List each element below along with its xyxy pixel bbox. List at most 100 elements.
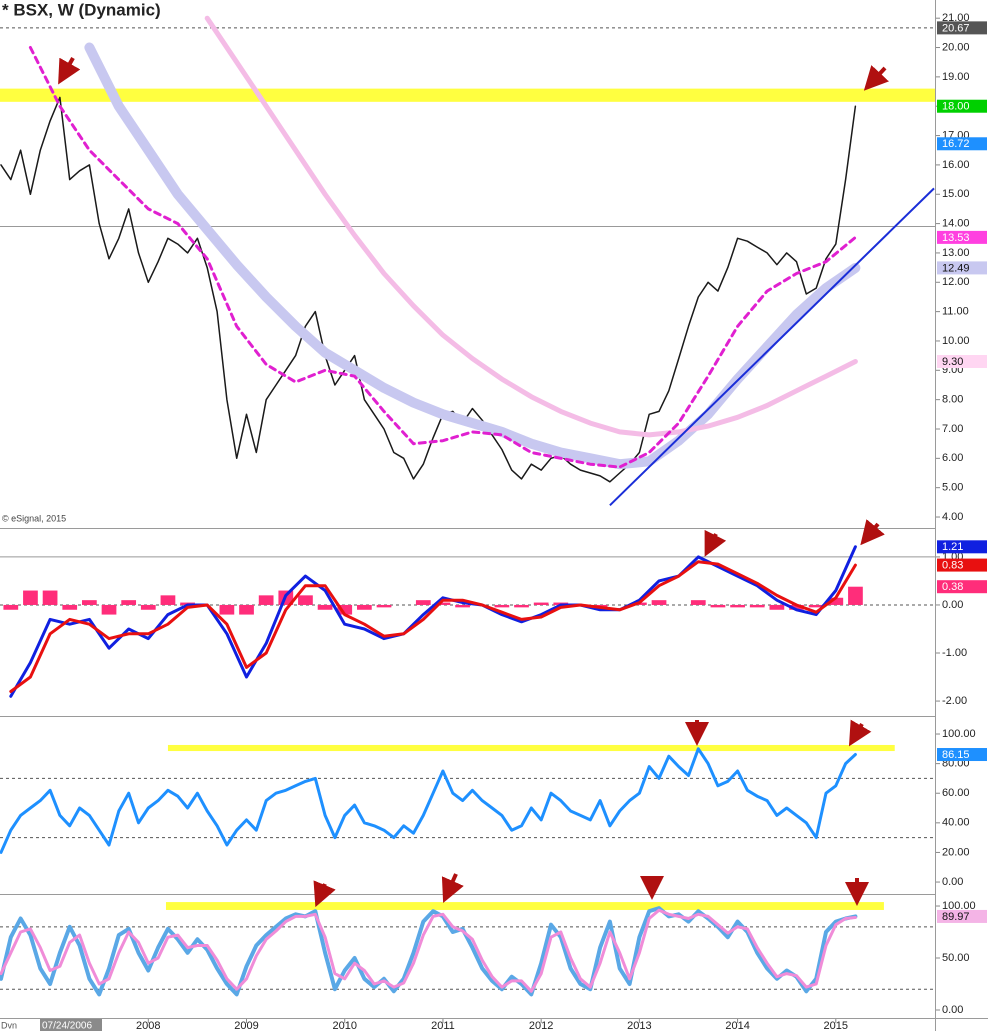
histogram-bar <box>298 595 313 605</box>
histogram-bar <box>160 595 176 605</box>
panel <box>0 545 935 698</box>
histogram-bar <box>435 602 451 605</box>
arrow <box>863 65 889 91</box>
corner-label: Dvn <box>1 1020 17 1030</box>
arrow <box>441 873 464 903</box>
y-tick-label: 20.00 <box>942 41 970 53</box>
histogram-bar <box>730 604 745 608</box>
highlight-band <box>165 902 884 910</box>
histogram-bar <box>789 604 804 610</box>
histogram-bar <box>376 604 392 608</box>
histogram-bar <box>219 604 235 615</box>
histogram-bar <box>42 590 58 605</box>
y-tick-label: 12.00 <box>942 276 970 288</box>
histogram-bar <box>690 600 706 605</box>
series-line <box>0 96 857 483</box>
price-tag-label: 16.72 <box>942 138 970 150</box>
price-tag <box>937 355 987 369</box>
price-tag <box>937 230 987 244</box>
y-tick-label: 0.00 <box>942 1004 963 1016</box>
y-tick-label: 0.00 <box>942 876 963 888</box>
histogram-bar <box>494 604 510 608</box>
y-tick-label: 100.00 <box>942 728 976 740</box>
price-tag-label: 9.30 <box>942 356 963 368</box>
x-tick-label: 2009 <box>234 1020 258 1031</box>
price-tag <box>937 558 987 572</box>
date-label: 07/24/2006 <box>42 1021 92 1031</box>
series-line <box>28 46 857 469</box>
price-tag <box>937 540 987 554</box>
histogram-bar <box>121 600 137 605</box>
histogram-bar <box>3 604 19 610</box>
highlight-band <box>0 88 935 102</box>
copyright: © eSignal, 2015 <box>2 513 66 523</box>
histogram-bar <box>848 586 863 605</box>
arrow <box>313 880 336 908</box>
y-tick-label: 8.00 <box>942 394 963 406</box>
histogram-bar <box>769 604 785 610</box>
trendline <box>609 187 935 507</box>
panel <box>0 744 935 854</box>
histogram-bar <box>415 600 431 605</box>
histogram-bar <box>337 604 353 615</box>
histogram-bar <box>514 604 529 608</box>
histogram-bar <box>258 595 274 605</box>
arrow <box>860 519 885 546</box>
histogram-bar <box>101 604 117 615</box>
histogram-bar <box>317 604 333 610</box>
histogram-bar <box>808 604 824 608</box>
price-tag-label: 20.67 <box>942 22 970 34</box>
price-tag-label: 0.83 <box>942 559 963 571</box>
arrow <box>848 719 872 747</box>
y-tick-label: 60.00 <box>942 787 970 799</box>
x-tick-label: 2013 <box>627 1020 651 1031</box>
y-tick-label: 6.00 <box>942 452 963 464</box>
price-tag-label: 89.97 <box>942 911 970 923</box>
y-tick-label: -1.00 <box>942 647 967 659</box>
price-tag-label: 18.00 <box>942 101 970 113</box>
histogram-bar <box>140 604 156 610</box>
price-tag <box>937 261 987 275</box>
histogram-bar <box>23 590 38 605</box>
x-tick-label: 2010 <box>332 1020 356 1031</box>
y-tick-label: 0.00 <box>942 599 963 611</box>
price-tag <box>937 99 987 113</box>
x-tick-label: 2008 <box>136 1020 160 1031</box>
histogram-bar <box>710 604 726 608</box>
x-tick-label: 2011 <box>431 1020 455 1031</box>
series-line <box>0 906 858 997</box>
arrow <box>58 57 81 85</box>
x-tick-label: 2012 <box>529 1020 553 1031</box>
y-tick-label: 20.00 <box>942 846 970 858</box>
chart-title: * BSX, W (Dynamic) <box>2 0 161 19</box>
y-tick-label: 5.00 <box>942 482 963 494</box>
histogram-bar <box>533 602 549 605</box>
y-tick-label: 40.00 <box>942 817 970 829</box>
series-line <box>0 908 857 993</box>
annotation-arrows <box>58 57 889 908</box>
y-tick-label: 14.00 <box>942 217 970 229</box>
x-tick-label: 2015 <box>824 1020 848 1031</box>
y-tick-label: 7.00 <box>942 423 963 435</box>
y-tick-label: 15.00 <box>942 188 970 200</box>
arrow <box>704 529 727 557</box>
price-tag-label: 86.15 <box>942 749 970 761</box>
histogram-bar <box>239 604 254 615</box>
price-tag <box>937 580 987 594</box>
price-tag-label: 0.38 <box>942 581 963 593</box>
price-tag <box>937 748 987 762</box>
histogram-bar <box>62 604 78 610</box>
histogram-bar <box>749 604 765 608</box>
series-line <box>0 747 857 854</box>
series-line <box>204 15 858 438</box>
y-tick-label: 21.00 <box>942 12 970 24</box>
price-tag <box>937 909 987 923</box>
y-tick-label: 100.00 <box>942 900 976 912</box>
y-tick-label: -2.00 <box>942 695 967 707</box>
y-tick-label: 10.00 <box>942 335 970 347</box>
panel <box>0 902 935 997</box>
histogram-bar <box>357 604 372 610</box>
